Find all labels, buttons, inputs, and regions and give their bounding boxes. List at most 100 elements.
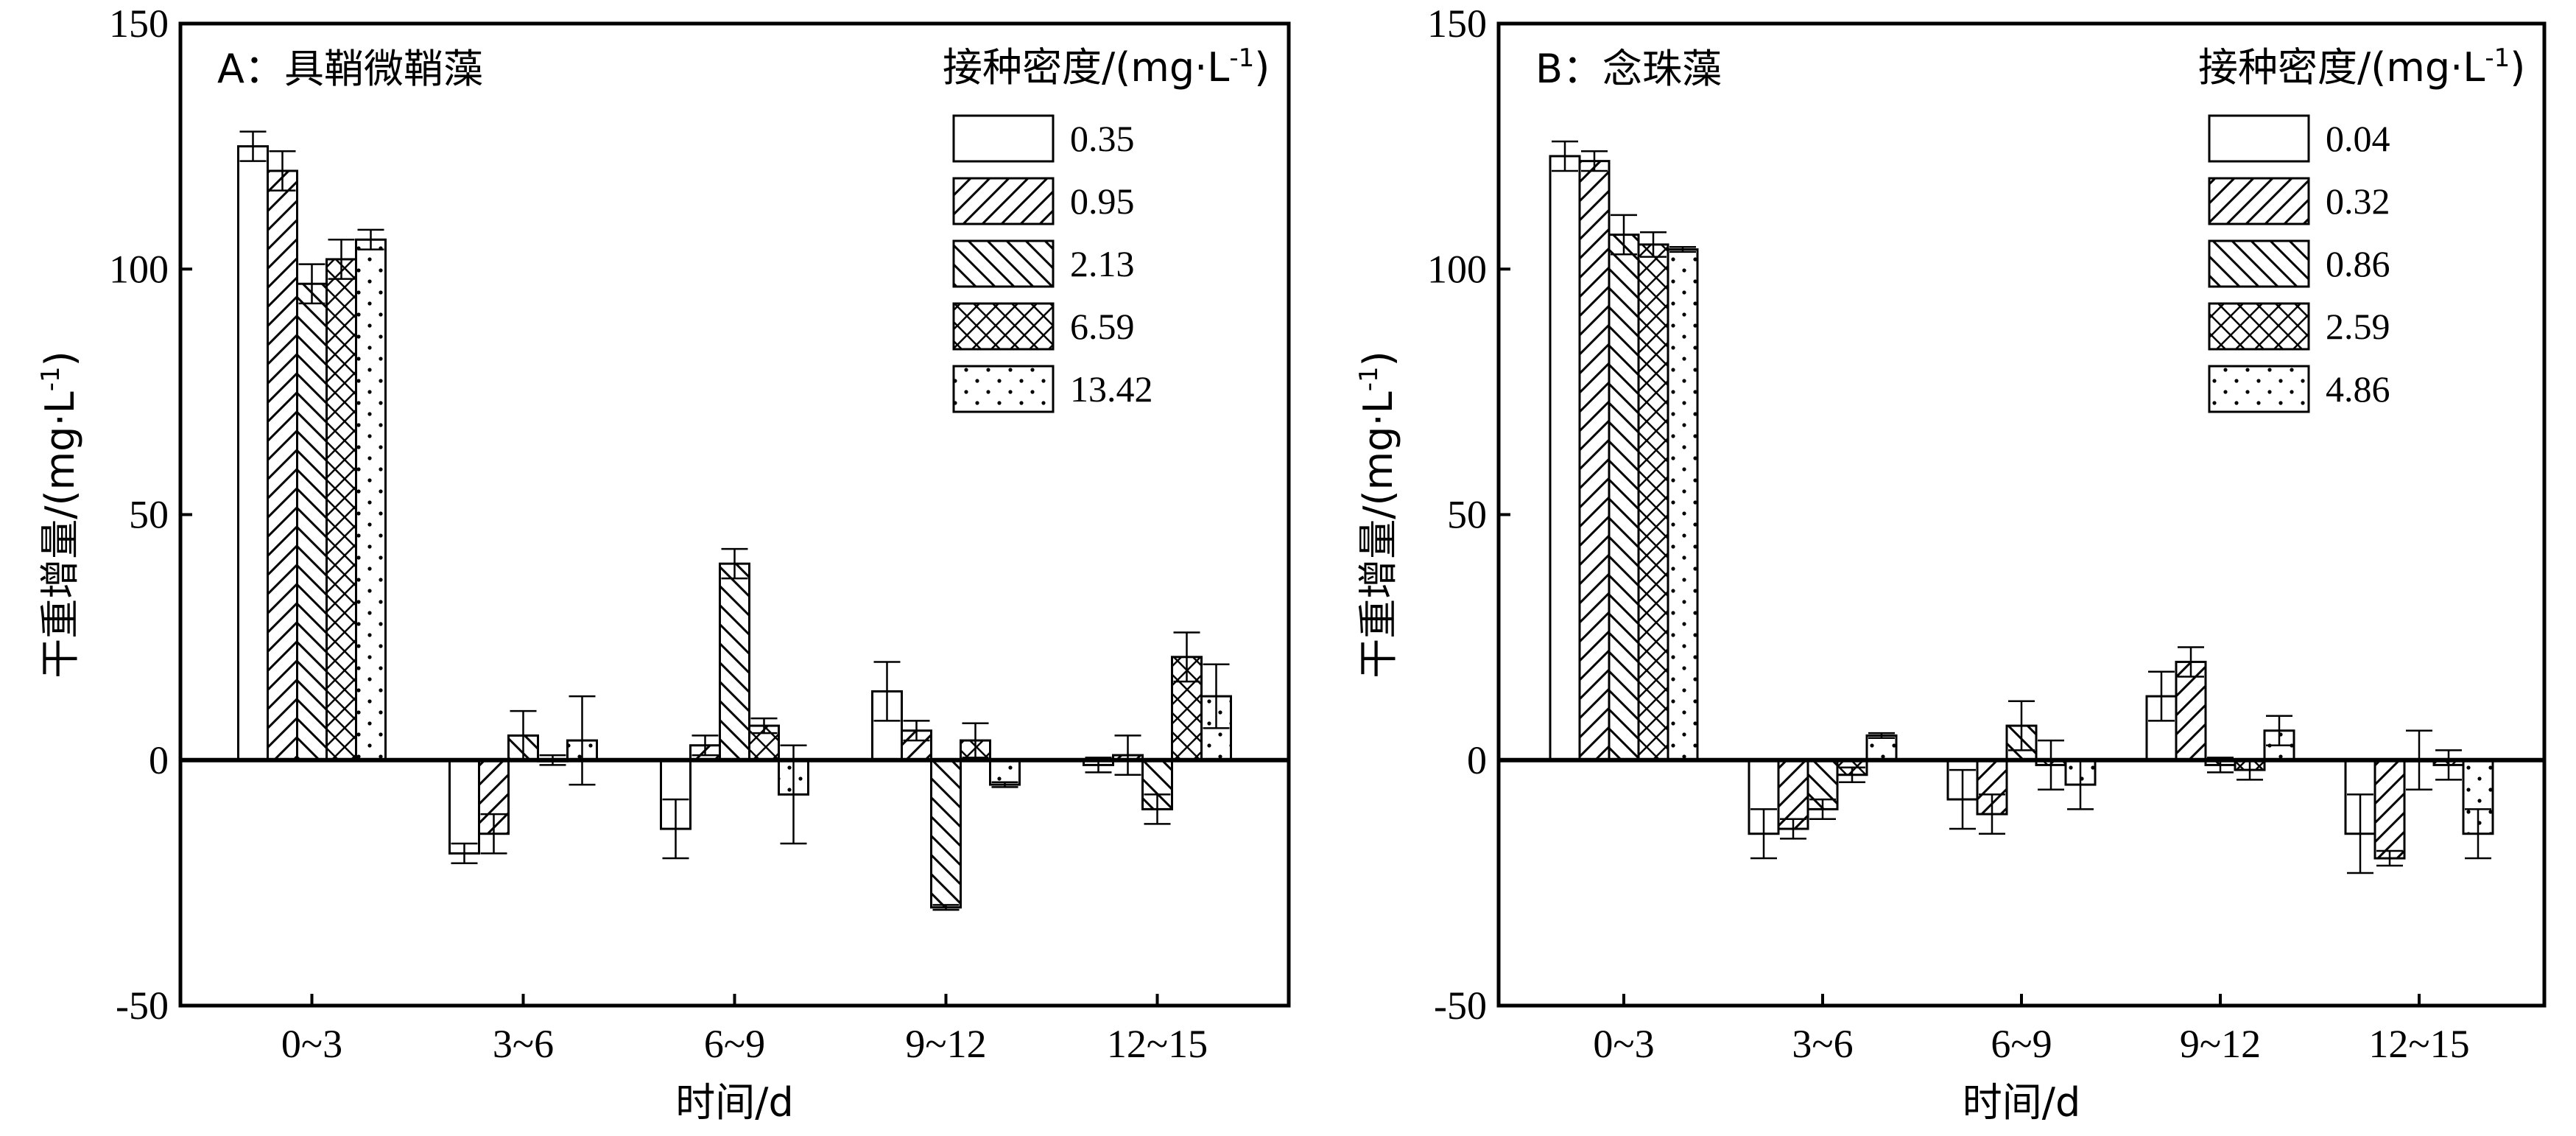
x-tick-label: 0~3 [1593, 1022, 1654, 1066]
y-tick-label: 50 [1447, 493, 1487, 537]
error-bar [1750, 808, 1777, 860]
error-bar [2038, 739, 2064, 790]
legend-label: 13.42 [1070, 368, 1153, 410]
plot-frame [1496, 21, 2547, 1008]
error-bar [480, 813, 507, 855]
panel-label: A：具鞘微鞘藻 [217, 46, 483, 92]
error-bar [662, 798, 689, 860]
error-bar [1780, 818, 1806, 840]
legend-swatch-0.86 [2208, 239, 2310, 288]
y-tick-label: 100 [109, 247, 169, 291]
error-bar [1144, 793, 1171, 825]
x-axis-title: 时间/d [675, 1079, 793, 1126]
error-bar [2178, 646, 2204, 678]
x-tick-label: 3~6 [493, 1022, 554, 1066]
y-tick-label: 0 [149, 738, 169, 782]
x-tick-label: 9~12 [905, 1022, 986, 1066]
bar-13.42-0~3 [355, 238, 387, 762]
x-tick-label: 6~9 [1991, 1022, 2052, 1066]
bar-2.13-9~12 [930, 759, 962, 909]
error-bar [1839, 766, 1865, 783]
error-bar [1868, 732, 1895, 740]
error-bar [1611, 214, 1637, 256]
error-bar [1809, 798, 1836, 820]
error-bar [691, 734, 719, 757]
error-bar [1203, 663, 1230, 729]
x-tick-label: 12~15 [2368, 1022, 2469, 1066]
legend-label: 6.59 [1070, 306, 1135, 347]
bar-0.95-0~3 [267, 169, 298, 762]
y-tick-label: 50 [129, 493, 169, 537]
y-tick-label: 150 [109, 1, 169, 46]
error-bar [2347, 793, 2373, 874]
bar-0.04-0~3 [1549, 155, 1581, 762]
bar-4.86-3~6 [1865, 734, 1898, 762]
bar-6.59-0~3 [325, 258, 357, 762]
error-bar [1581, 150, 1608, 172]
y-tick-label: 100 [1427, 247, 1487, 291]
y-tick-label: 0 [1467, 738, 1487, 782]
bar-0.35-0~3 [237, 145, 269, 762]
legend-label: 4.86 [2326, 368, 2390, 410]
legend-swatch-0.95 [952, 177, 1055, 225]
x-tick-label: 9~12 [2180, 1022, 2261, 1066]
error-bar [451, 842, 478, 864]
legend-title: 接种密度/(mg·L-1) [2198, 43, 2525, 91]
chart-panel-a: -50 0 50 100 150 0~3 3~6 6~9 9~12 12~15 A：具鞘微鞘藻时间/… [36, 1, 1291, 1126]
x-tick-label: 0~3 [281, 1022, 342, 1066]
error-bar [1173, 631, 1200, 683]
legend-label: 2.13 [1070, 243, 1135, 284]
error-bar [932, 904, 960, 911]
error-bar [991, 781, 1018, 788]
error-bar [2465, 808, 2491, 860]
bar-0.86-0~3 [1608, 234, 1640, 762]
error-bar [2148, 670, 2175, 722]
bar-13.42-9~12 [989, 759, 1021, 786]
y-tick-label: 150 [1427, 1, 1487, 46]
legend-swatch-0.32 [2208, 177, 2310, 225]
legend-swatch-6.59 [952, 302, 1055, 351]
legend-label: 0.86 [2326, 243, 2390, 284]
error-bar [328, 239, 355, 280]
legend-title: 接种密度/(mg·L-1) [943, 43, 1270, 91]
bar-0.35-3~6 [448, 759, 480, 855]
error-bar [2376, 849, 2403, 867]
error-bar [1640, 231, 1667, 258]
error-bar [962, 722, 989, 759]
error-bar [903, 720, 930, 742]
error-bar [1979, 793, 2005, 835]
error-bar [357, 228, 384, 250]
error-bar [873, 661, 901, 722]
x-tick-label: 6~9 [704, 1022, 765, 1066]
bar-0.86-3~6 [1806, 759, 1839, 810]
error-bar [1552, 140, 1578, 172]
y-axis-title: 干重增量/(mg·L-1) [1354, 351, 1401, 678]
legend-label: 2.59 [2326, 306, 2390, 347]
error-bar [569, 695, 596, 786]
legend-label: 0.04 [2326, 118, 2390, 159]
y-axis-title: 干重增量/(mg·L-1) [36, 351, 83, 678]
error-bar [721, 547, 748, 580]
legend-swatch-4.86 [2208, 365, 2310, 413]
bar-0.32-12~15 [2373, 759, 2406, 860]
bar-0.32-0~3 [1578, 160, 1611, 762]
x-tick-label: 12~15 [1107, 1022, 1208, 1066]
bar-2.13-6~9 [719, 562, 750, 762]
x-axis-title: 时间/d [1963, 1079, 2080, 1126]
error-bar [1114, 734, 1141, 776]
legend-swatch-2.59 [2208, 302, 2310, 351]
legend-label: 0.95 [1070, 180, 1135, 222]
legend-label: 0.32 [2326, 180, 2390, 222]
legend: 接种密度/(mg·L-1) 0.35 0.95 2.13 6.59 13.42 [943, 43, 1270, 413]
legend-swatch-13.42 [952, 365, 1055, 413]
error-bar [298, 263, 325, 305]
error-bar [269, 150, 296, 192]
legend-swatch-2.13 [952, 239, 1055, 288]
bar-2.13-0~3 [296, 282, 328, 762]
error-bar [2008, 700, 2035, 751]
legend: 接种密度/(mg·L-1) 0.04 0.32 0.86 2.59 4.86 [2198, 43, 2525, 413]
x-tick-label: 3~6 [1792, 1022, 1853, 1066]
legend-swatch-0.35 [952, 114, 1055, 163]
